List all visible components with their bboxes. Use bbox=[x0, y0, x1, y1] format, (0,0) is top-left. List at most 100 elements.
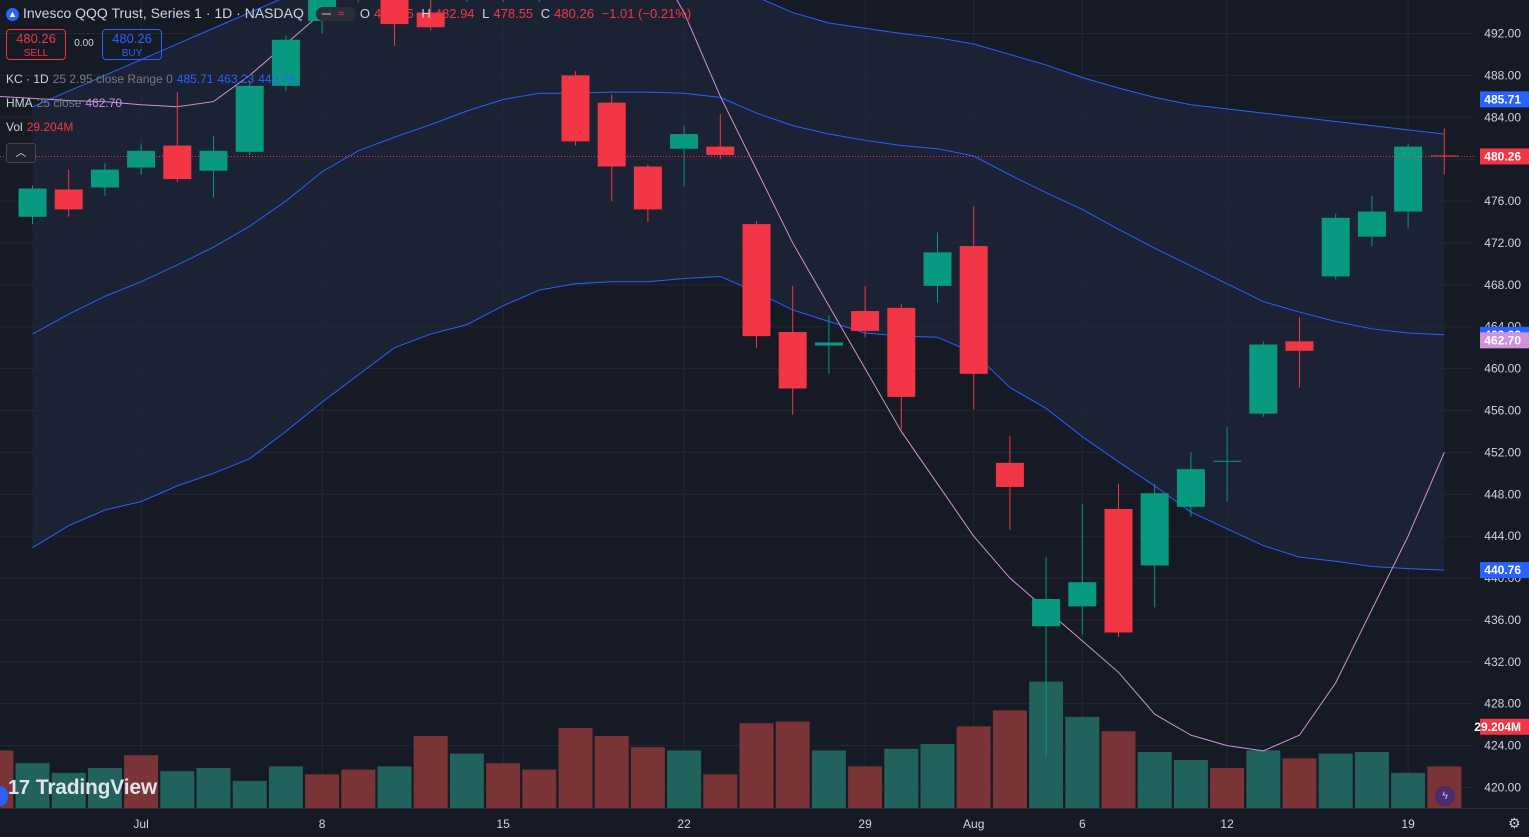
chevron-up-icon: ︿ bbox=[15, 147, 27, 159]
price-tick-label: 460.00 bbox=[1484, 362, 1521, 376]
candle-body bbox=[235, 85, 264, 152]
lightning-icon[interactable]: ϟ bbox=[1435, 786, 1455, 806]
time-tick-label: 8 bbox=[319, 817, 326, 831]
price-tick-label: 468.00 bbox=[1484, 278, 1521, 292]
wave-icon: ≈ bbox=[337, 8, 344, 21]
volume-bars bbox=[0, 681, 1462, 808]
volume-bar bbox=[268, 766, 303, 808]
indicator-value: 462.70 bbox=[85, 96, 123, 110]
time-tick-label: Aug bbox=[963, 817, 984, 831]
candle bbox=[163, 92, 192, 183]
price-tag: 29.204M bbox=[1474, 718, 1529, 735]
time-tick-label: 22 bbox=[677, 817, 691, 831]
volume-bar bbox=[377, 766, 412, 808]
buy-button[interactable]: 480.26 BUY bbox=[102, 29, 162, 60]
candle bbox=[1140, 483, 1169, 608]
time-tick-label: 19 bbox=[1401, 817, 1415, 831]
candle-body bbox=[1032, 599, 1061, 627]
candle-body bbox=[633, 166, 662, 210]
candle-body bbox=[127, 150, 156, 168]
volume-bar bbox=[341, 769, 376, 808]
price-tick-label: 448.00 bbox=[1484, 487, 1521, 501]
candle-body bbox=[851, 311, 880, 331]
keltner-channel-fill bbox=[32, 0, 1445, 571]
candle-body bbox=[271, 39, 300, 86]
candle bbox=[235, 80, 264, 155]
price-tag-label: 440.76 bbox=[1484, 563, 1521, 577]
volume-bar bbox=[87, 768, 122, 808]
candle-body bbox=[1394, 146, 1423, 212]
ohlc-values: O 480.35 H 482.94 L 478.55 C 480.26 −1.01 (−… bbox=[359, 6, 692, 21]
symbol-marker-icon[interactable] bbox=[0, 786, 8, 806]
price-axis[interactable]: 492.00488.00484.00480.00476.00472.00468.… bbox=[1474, 27, 1529, 795]
candle-body bbox=[199, 150, 228, 171]
toggle-pill[interactable]: ≈ bbox=[315, 7, 356, 22]
volume-bar bbox=[703, 774, 738, 808]
volume-bar bbox=[884, 748, 919, 808]
indicator-legend-kc[interactable]: KC · 1D 25 2.95 close Range 0 485.71 463.23… bbox=[6, 72, 295, 86]
candle-body bbox=[1285, 341, 1314, 351]
candle-body bbox=[1213, 460, 1242, 462]
time-tick-label: 6 bbox=[1079, 817, 1086, 831]
candle bbox=[271, 35, 300, 92]
gear-icon[interactable]: ⚙ bbox=[1508, 815, 1521, 831]
price-tag: 480.26 bbox=[1480, 148, 1529, 165]
price-tick-label: 492.00 bbox=[1484, 27, 1521, 41]
symbol-legend[interactable]: ▲ Invesco QQQ Trust, Series 1 · 1D · NASD… bbox=[6, 5, 699, 22]
indicator-legend-vol[interactable]: Vol 29.204M bbox=[6, 120, 74, 134]
volume-bar bbox=[920, 744, 955, 808]
volume-bar bbox=[449, 753, 484, 808]
candles bbox=[18, 0, 1459, 757]
volume-bar bbox=[196, 768, 231, 808]
candle-body bbox=[380, 0, 409, 25]
candle bbox=[851, 285, 880, 338]
candle-body bbox=[597, 102, 626, 167]
candle-body bbox=[1249, 344, 1278, 414]
collapse-legend-button[interactable]: ︿ bbox=[6, 143, 36, 163]
candle-body bbox=[670, 134, 699, 149]
time-tick-label: Jul bbox=[133, 817, 148, 831]
volume-bar bbox=[1246, 750, 1281, 808]
candle bbox=[1104, 483, 1133, 637]
price-tag-label: 29.204M bbox=[1474, 720, 1521, 734]
volume-bar bbox=[992, 710, 1027, 808]
time-tick-label: 12 bbox=[1220, 817, 1234, 831]
candle bbox=[742, 220, 771, 348]
candle-body bbox=[1068, 582, 1097, 607]
price-tick-label: 472.00 bbox=[1484, 236, 1521, 250]
volume-bar bbox=[15, 763, 50, 808]
symbol-title[interactable]: Invesco QQQ Trust, Series 1 · 1D · NASDA… bbox=[23, 5, 304, 21]
price-tag-bg bbox=[1480, 718, 1529, 735]
candle-body bbox=[887, 307, 916, 397]
price-tick-label: 436.00 bbox=[1484, 613, 1521, 627]
candle-body bbox=[18, 188, 47, 217]
candle bbox=[90, 163, 119, 196]
candle-body bbox=[1321, 217, 1350, 277]
price-tick-label: 432.00 bbox=[1484, 655, 1521, 669]
volume-bar bbox=[848, 766, 883, 808]
price-tag-bg bbox=[1480, 562, 1529, 579]
price-tick-label: 488.00 bbox=[1484, 68, 1521, 82]
hma-line bbox=[0, 0, 1445, 752]
candle-body bbox=[995, 462, 1024, 487]
candle-body bbox=[163, 145, 192, 180]
candle-body bbox=[561, 75, 590, 142]
volume-bar bbox=[413, 736, 448, 808]
price-tag-bg bbox=[1480, 91, 1529, 108]
time-axis[interactable]: Jul 8 15 22 29 Aug 6 12 19 bbox=[133, 817, 1415, 831]
indicator-legend-hma[interactable]: HMA 25 close 462.70 bbox=[6, 96, 123, 110]
volume-bar bbox=[160, 771, 195, 808]
volume-bar bbox=[594, 736, 629, 808]
volume-bar bbox=[124, 755, 159, 808]
price-tag-label: 480.26 bbox=[1484, 149, 1521, 163]
sell-button[interactable]: 480.26 SELL bbox=[6, 29, 66, 60]
candle bbox=[1176, 452, 1205, 517]
candle bbox=[1394, 143, 1423, 229]
price-tick-label: 424.00 bbox=[1484, 739, 1521, 753]
candle bbox=[778, 285, 807, 415]
candle bbox=[887, 303, 916, 430]
price-tick-label: 444.00 bbox=[1484, 529, 1521, 543]
volume-bar bbox=[667, 750, 702, 808]
price-tag-bg bbox=[1480, 148, 1529, 165]
